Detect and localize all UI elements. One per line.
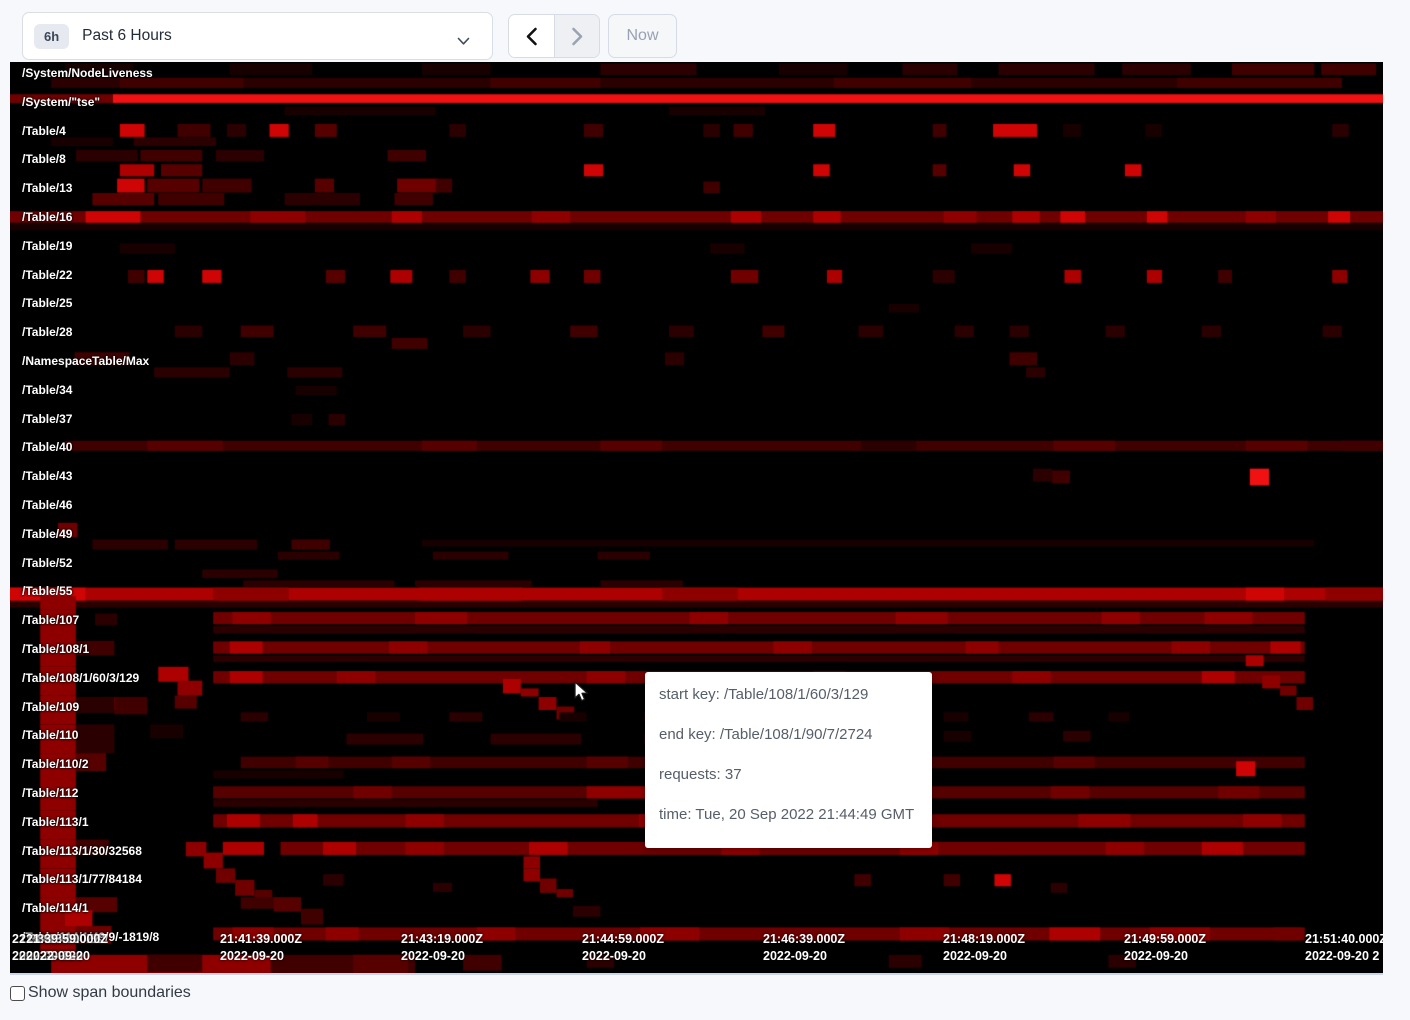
now-button-label: Now	[626, 27, 659, 44]
tooltip-start-key: start key: /Table/108/1/60/3/129	[659, 686, 869, 703]
tooltip-end-key: end key: /Table/108/1/90/7/2724	[659, 726, 873, 743]
show-span-boundaries-label: Show span boundaries	[28, 984, 191, 1001]
now-button[interactable]: Now	[608, 14, 677, 58]
time-nav-group	[508, 14, 600, 58]
range-tooltip: start key: /Table/108/1/60/3/129 end key…	[645, 672, 932, 848]
chevron-right-icon	[571, 27, 582, 45]
tooltip-time: time: Tue, 20 Sep 2022 21:44:49 GMT	[659, 806, 915, 823]
span-boundaries-row: Show span boundaries	[10, 984, 191, 1002]
chevron-down-icon	[457, 33, 470, 51]
time-range-select[interactable]: 6h Past 6 Hours	[22, 12, 493, 60]
time-back-button[interactable]	[509, 15, 554, 57]
chevron-left-icon	[526, 27, 537, 45]
time-forward-button[interactable]	[554, 15, 599, 57]
time-range-badge: 6h	[34, 23, 70, 49]
show-span-boundaries-checkbox[interactable]	[10, 985, 25, 1001]
time-range-label: Past 6 Hours	[82, 27, 172, 44]
tooltip-requests: requests: 37	[659, 766, 742, 783]
